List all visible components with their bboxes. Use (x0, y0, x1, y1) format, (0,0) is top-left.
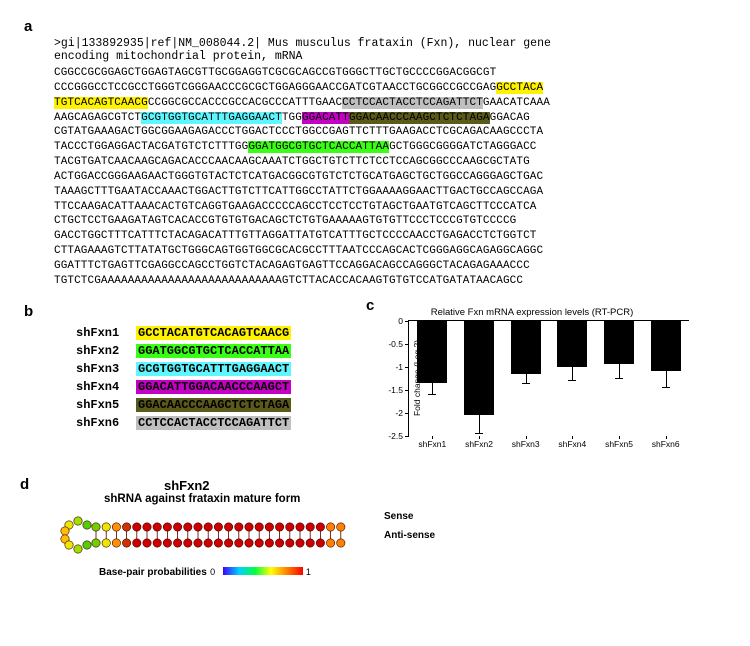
sequence-block: CGGCCGCGGAGCTGGAGTAGCGTTGCGGAGGTCGCGCAGC… (54, 66, 732, 289)
xtick-label: shFxn2 (459, 439, 499, 449)
bar (417, 321, 447, 383)
shrna-row: shFxn3GCGTGGTGCATTTGAGGAACT (76, 360, 364, 378)
chart-area: Fold change (Log 2) 0-0.5-1-1.5-2-2.5shF… (408, 320, 689, 436)
bar-chart: Relative Fxn mRNA expression levels (RT-… (372, 307, 692, 462)
panel-d-title: shFxn2 (164, 478, 732, 493)
bar (511, 321, 541, 374)
xtick-label: shFxn5 (599, 439, 639, 449)
bar (604, 321, 634, 365)
row-bc: b shFxn1GCCTACATGTCACAGTCAACGshFxn2GGATG… (24, 303, 732, 462)
fasta-header: >gi|133892935|ref|NM_008044.2| Mus muscu… (54, 37, 732, 63)
panel-b-label: b (24, 303, 33, 320)
shrna-row: shFxn5GGACAACCCAAGCTCTCTAGA (76, 396, 364, 414)
shrna-row: shFxn6CCTCCACTACCTCCAGATTCT (76, 414, 364, 432)
xtick-label: shFxn3 (506, 439, 546, 449)
bar (464, 321, 494, 415)
legend-label: Base-pair probabilities (99, 567, 207, 578)
bar (557, 321, 587, 367)
panel-c: c Relative Fxn mRNA expression levels (R… (372, 303, 732, 462)
panel-d: d shFxn2 shRNA against frataxin mature f… (24, 478, 732, 588)
panel-b: b shFxn1GCCTACATGTCACAGTCAACGshFxn2GGATG… (24, 303, 364, 432)
shrna-row: shFxn2GGATGGCGTGCTCACCATTAA (76, 342, 364, 360)
legend-gradient (223, 567, 303, 575)
panel-a: a >gi|133892935|ref|NM_008044.2| Mus mus… (24, 18, 732, 289)
xtick-label: shFxn4 (552, 439, 592, 449)
xtick-label: shFxn6 (646, 439, 686, 449)
legend-max: 1 (306, 567, 311, 577)
shrna-table: shFxn1GCCTACATGTCACAGTCAACGshFxn2GGATGGC… (76, 324, 364, 432)
panel-d-subtitle: shRNA against frataxin mature form (104, 493, 386, 505)
legend-min: 0 (210, 567, 215, 577)
panel-d-label: d (20, 476, 29, 493)
shrna-row: shFxn1GCCTACATGTCACAGTCAACG (76, 324, 364, 342)
chart-title: Relative Fxn mRNA expression levels (RT-… (372, 307, 692, 318)
panel-a-label: a (24, 18, 32, 35)
xtick-label: shFxn1 (412, 439, 452, 449)
bar (651, 321, 681, 372)
shrna-row: shFxn4GGACATTGGACAACCCAAGCT (76, 378, 364, 396)
hairpin-diagram (56, 507, 386, 563)
antisense-label: Anti-sense (384, 530, 435, 541)
sense-label: Sense (384, 511, 435, 522)
